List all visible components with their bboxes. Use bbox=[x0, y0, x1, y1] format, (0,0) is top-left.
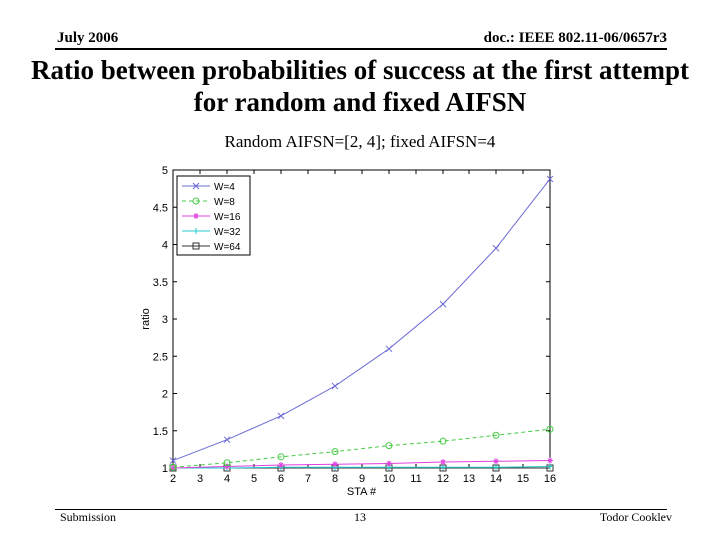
x-tick-label: 10 bbox=[383, 473, 395, 485]
data-point bbox=[331, 382, 339, 390]
chart-subtitle: Random AIFSN=[2, 4]; fixed AIFSN=4 bbox=[224, 132, 496, 151]
y-tick-label: 3 bbox=[162, 314, 168, 326]
data-point bbox=[332, 461, 338, 468]
data-point bbox=[546, 425, 554, 433]
header-doc-id: doc.: IEEE 802.11-06/0657r3 bbox=[483, 30, 667, 46]
data-point bbox=[385, 442, 393, 450]
x-tick-label: 11 bbox=[410, 473, 421, 485]
y-tick-label: 1 bbox=[162, 463, 168, 475]
data-point bbox=[170, 465, 176, 471]
x-tick-label: 2 bbox=[170, 473, 176, 485]
header-rule bbox=[55, 48, 667, 50]
legend-marker bbox=[193, 213, 199, 219]
data-point bbox=[385, 345, 393, 353]
series-line-w-16 bbox=[172, 460, 551, 469]
data-point bbox=[492, 244, 500, 252]
x-tick-label: 12 bbox=[437, 473, 449, 485]
legend-label: W=32 bbox=[214, 227, 241, 238]
data-point bbox=[277, 412, 285, 420]
x-tick-label: 5 bbox=[251, 473, 257, 485]
page-number: 13 bbox=[354, 510, 366, 524]
data-point bbox=[277, 453, 285, 461]
legend-label: W=64 bbox=[214, 242, 241, 253]
data-point bbox=[439, 300, 447, 308]
x-tick-label: 16 bbox=[544, 473, 556, 485]
data-point bbox=[440, 464, 446, 471]
y-tick-label: 2.5 bbox=[153, 351, 168, 363]
data-point bbox=[546, 175, 554, 183]
footer-rule bbox=[55, 509, 667, 510]
data-point bbox=[278, 462, 284, 469]
x-axis-label: STA # bbox=[347, 486, 377, 498]
y-tick-label: 2 bbox=[162, 389, 168, 401]
legend-marker bbox=[192, 197, 200, 205]
x-tick-label: 13 bbox=[463, 473, 475, 485]
data-point bbox=[386, 460, 392, 467]
x-tick-label: 14 bbox=[490, 473, 502, 485]
series-line-w-4 bbox=[172, 178, 551, 462]
data-point bbox=[492, 431, 500, 439]
data-point bbox=[169, 457, 177, 464]
x-tick-label: 4 bbox=[224, 473, 230, 485]
data-point bbox=[169, 463, 177, 471]
data-point bbox=[439, 437, 447, 445]
footer-submission: Submission bbox=[60, 510, 117, 524]
series-line-w-8 bbox=[172, 428, 551, 468]
x-tick-label: 8 bbox=[332, 473, 338, 485]
y-axis-label: ratio bbox=[140, 308, 152, 329]
header-date: July 2006 bbox=[57, 30, 119, 46]
legend-label: W=16 bbox=[214, 212, 241, 223]
data-point bbox=[547, 457, 553, 464]
legend-label: W=4 bbox=[214, 182, 235, 193]
footer-author: Todor Cooklev bbox=[599, 510, 672, 524]
x-tick-label: 6 bbox=[278, 473, 284, 485]
data-point bbox=[224, 463, 230, 470]
x-tick-label: 15 bbox=[517, 473, 529, 485]
data-point bbox=[493, 458, 499, 465]
x-tick-label: 3 bbox=[197, 473, 203, 485]
data-point bbox=[493, 464, 499, 471]
series-line-w-32 bbox=[173, 466, 551, 469]
legend-marker bbox=[193, 228, 199, 234]
data-point bbox=[223, 436, 231, 444]
data-point bbox=[223, 459, 231, 467]
slide-title: Ratio between probabilities of success a… bbox=[31, 55, 689, 117]
legend-marker bbox=[192, 182, 200, 190]
y-tick-label: 4 bbox=[162, 240, 168, 252]
y-tick-label: 1.5 bbox=[153, 426, 168, 438]
data-point bbox=[547, 463, 553, 470]
y-tick-label: 5 bbox=[162, 165, 168, 177]
y-tick-label: 3.5 bbox=[153, 277, 168, 289]
y-tick-label: 4.5 bbox=[153, 202, 168, 214]
x-tick-label: 9 bbox=[359, 473, 365, 485]
x-tick-label: 7 bbox=[305, 473, 311, 485]
data-point bbox=[440, 459, 446, 466]
legend-marker bbox=[192, 242, 200, 250]
data-point bbox=[331, 448, 339, 456]
legend-label: W=8 bbox=[214, 197, 235, 208]
